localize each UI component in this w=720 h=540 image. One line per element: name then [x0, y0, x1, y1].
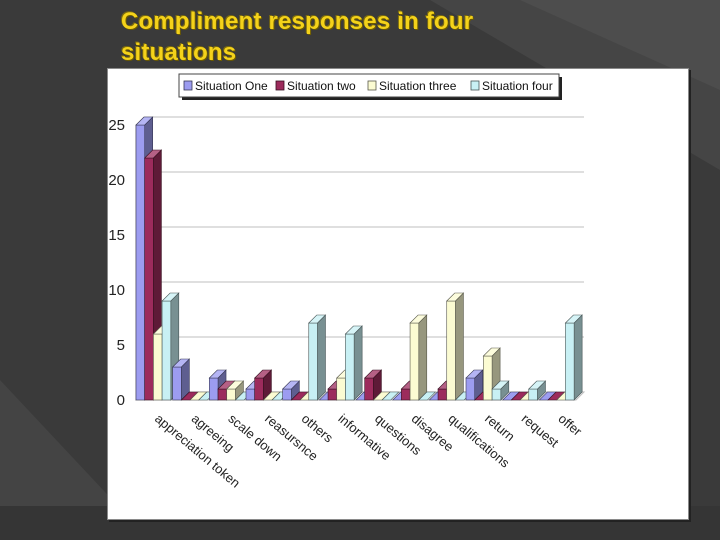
legend-swatch: [183, 80, 193, 91]
bar: [253, 369, 273, 401]
chart-panel: 0 5 10 15 20 25 appreciation token agreeing scal…: [107, 68, 689, 520]
legend-swatch: [275, 80, 285, 91]
bar-side: [418, 314, 428, 401]
bar-front: [308, 322, 318, 401]
bar-front: [483, 355, 493, 401]
bar-front: [364, 377, 374, 401]
bar: [409, 314, 428, 401]
y-tick-label: 0: [117, 392, 125, 409]
bar-top: [528, 380, 547, 390]
bar-group: [465, 347, 510, 401]
bar-top: [363, 369, 383, 379]
bar-top: [446, 292, 465, 302]
bar-top: [226, 380, 245, 390]
bar: [171, 358, 191, 401]
bar-top: [253, 369, 273, 379]
legend-label: Situation three: [379, 79, 457, 93]
bar-top: [491, 380, 510, 390]
bar-group: [355, 369, 400, 401]
bar-front: [245, 388, 255, 401]
bar-front: [172, 366, 182, 401]
legend-swatch: [470, 80, 480, 91]
legend-item: Situation two: [275, 79, 356, 93]
bar-front: [135, 124, 145, 401]
bar-side: [573, 314, 583, 401]
bar-top: [418, 391, 437, 401]
bar-front: [401, 388, 411, 401]
bar-front: [446, 300, 456, 401]
bar-group: [501, 380, 547, 401]
bar-top: [381, 391, 400, 401]
bar-front: [409, 322, 420, 401]
bar-front: [144, 157, 154, 401]
bar-top: [344, 325, 363, 335]
bar: [226, 380, 245, 401]
y-tick-label: 25: [108, 117, 125, 134]
bar-front: [491, 388, 502, 401]
y-tick-label: 5: [117, 337, 125, 354]
bar: [491, 380, 510, 401]
bar-top: [465, 369, 484, 379]
bars: [135, 116, 583, 401]
bar-top: [564, 314, 583, 324]
legend-label: Situation One: [195, 79, 268, 93]
x-tick-label: request: [519, 411, 562, 451]
bar-front: [528, 388, 538, 401]
y-tick-label: 15: [108, 227, 125, 244]
bar-front: [465, 377, 475, 401]
bar-front: [161, 300, 172, 401]
bar-front: [153, 333, 163, 401]
bar-front: [217, 388, 228, 401]
bar-front: [345, 333, 355, 401]
bar: [344, 325, 363, 401]
bar-front: [565, 322, 575, 401]
slide-title: Compliment responses in four situations: [121, 8, 474, 66]
bar-group: [171, 358, 217, 401]
bar: [446, 292, 465, 401]
legend: Situation One Situation two Situation thre…: [178, 73, 562, 100]
y-tick-label: 10: [108, 282, 125, 299]
bar-side: [353, 325, 363, 401]
legend-label: Situation two: [287, 79, 356, 93]
x-tick-label: offer: [555, 411, 585, 439]
bar-group: [281, 314, 327, 401]
legend-label: Situation four: [482, 79, 553, 93]
bar-top: [308, 314, 327, 324]
bar-side: [455, 292, 464, 401]
bar-front: [327, 388, 338, 401]
bar-front: [209, 377, 219, 401]
bar-top: [482, 347, 501, 357]
bar-front: [336, 377, 346, 401]
bar-top: [161, 292, 180, 302]
bar: [381, 391, 400, 401]
bar: [564, 314, 583, 401]
bar-top: [409, 314, 428, 324]
legend-item: Situation four: [470, 79, 553, 93]
bar-top: [281, 380, 301, 390]
bar: [418, 391, 437, 401]
bar-front: [254, 377, 264, 401]
bar-top: [135, 116, 154, 126]
bar-group: [538, 314, 583, 401]
bar-front: [437, 388, 448, 401]
bar: [308, 314, 327, 401]
bar-group: [135, 116, 180, 401]
bar-group: [245, 369, 290, 401]
legend-item: Situation One: [183, 79, 268, 93]
bar-top: [171, 358, 191, 368]
bar-group: [208, 369, 253, 401]
bar-front: [226, 388, 236, 401]
legend-item: Situation three: [367, 79, 457, 93]
bar-top: [208, 369, 227, 379]
bar: [528, 380, 547, 401]
bar-front: [282, 388, 292, 401]
bar-group: [391, 314, 437, 401]
bar-group: [318, 325, 363, 401]
bar-side: [317, 314, 326, 401]
bar-top: [143, 149, 163, 159]
bar-group: [428, 292, 473, 401]
legend-swatch: [367, 80, 377, 91]
y-tick-label: 20: [108, 172, 125, 189]
